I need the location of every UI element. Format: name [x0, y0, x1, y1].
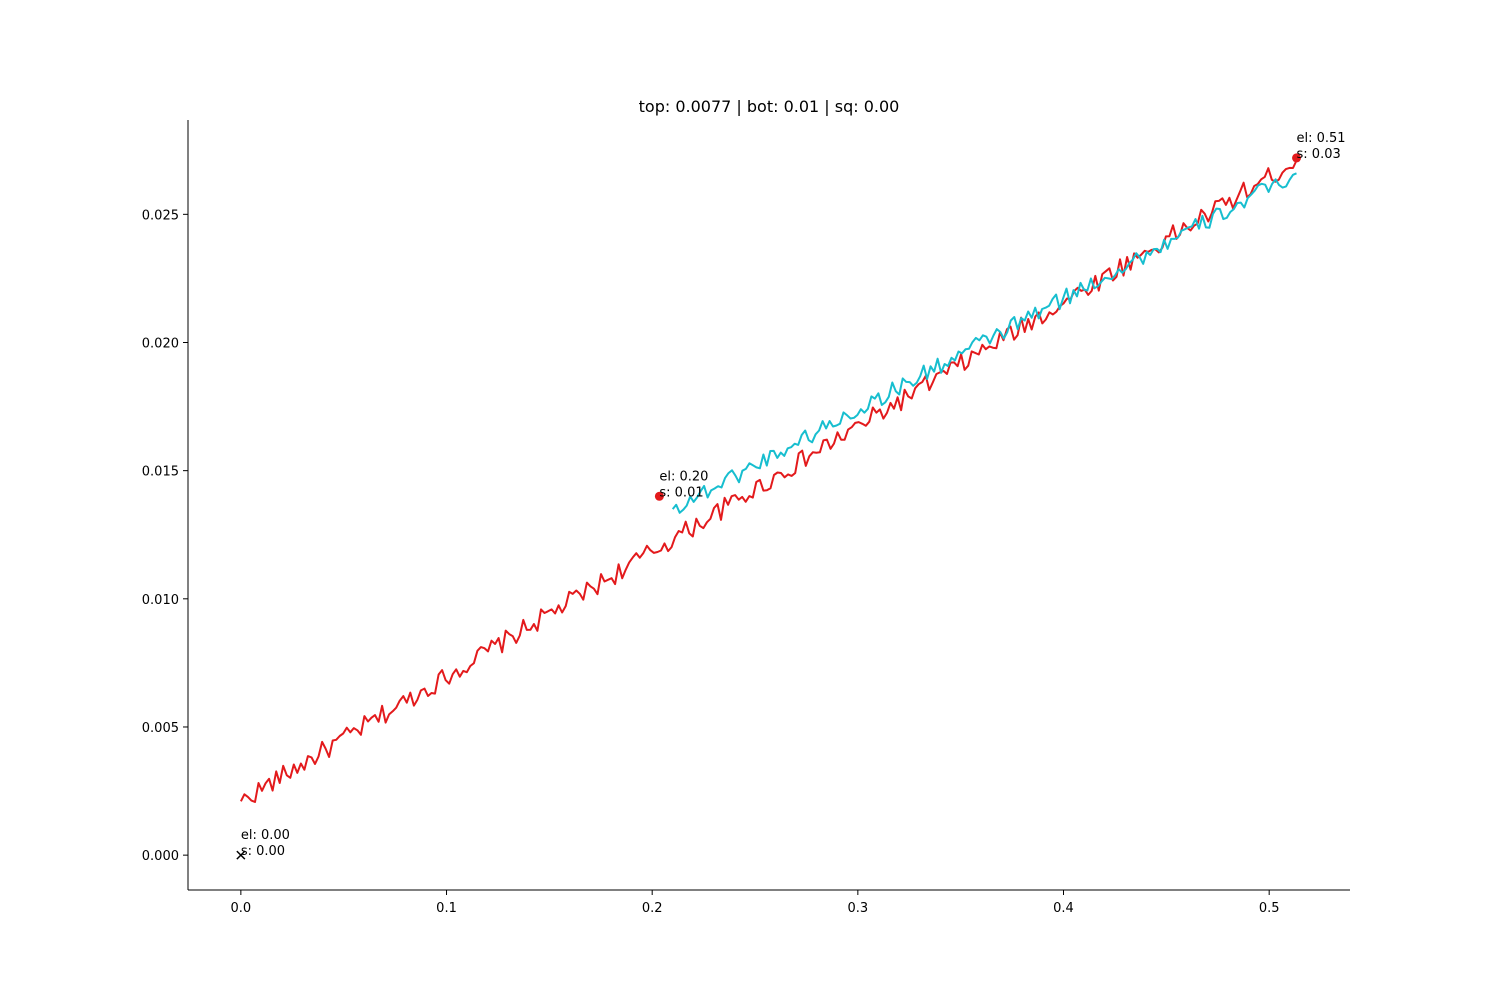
series-line-1 — [240, 160, 1298, 803]
y-tick-label: 0.010 — [142, 593, 179, 608]
annotation-label: el: 0.51 — [1297, 131, 1346, 146]
x-tick-label: 0.5 — [1259, 901, 1280, 916]
x-tick-label: 0.3 — [848, 901, 869, 916]
series-layer — [240, 160, 1298, 803]
point-marker — [1292, 153, 1302, 163]
annotation-label: el: 0.00 — [241, 828, 290, 843]
x-tick-label: 0.4 — [1053, 901, 1074, 916]
axes: 0.0 0.1 0.2 0.3 0.4 0.5 0.000 0.005 0.010 0.015 0.… — [142, 120, 1350, 916]
y-tick-label: 0.000 — [142, 849, 179, 864]
y-tick-label: 0.005 — [142, 721, 179, 736]
y-tick-label: 0.015 — [142, 465, 179, 480]
chart-title: top: 0.0077 | bot: 0.01 | sq: 0.00 — [639, 97, 900, 116]
y-tick-label: 0.025 — [142, 208, 179, 223]
x-tick-label: 0.2 — [642, 901, 663, 916]
annotation-label: s: 0.00 — [241, 844, 285, 859]
x-tick-label: 0.1 — [436, 901, 457, 916]
annotation-label: el: 0.20 — [659, 469, 708, 484]
marker-layer — [236, 153, 1302, 860]
point-marker — [654, 491, 664, 501]
y-tick-label: 0.020 — [142, 336, 179, 351]
x-marker-stroke — [236, 850, 246, 860]
x-tick-label: 0.0 — [231, 901, 252, 916]
annotation-layer: el: 0.00s: 0.00 el: 0.20s: 0.01 el: 0.51s:… — [241, 131, 1346, 859]
x-marker — [236, 850, 246, 860]
annotation-label: s: 0.01 — [659, 485, 703, 500]
series-line-2 — [671, 172, 1297, 514]
annotation-label: s: 0.03 — [1297, 147, 1341, 162]
